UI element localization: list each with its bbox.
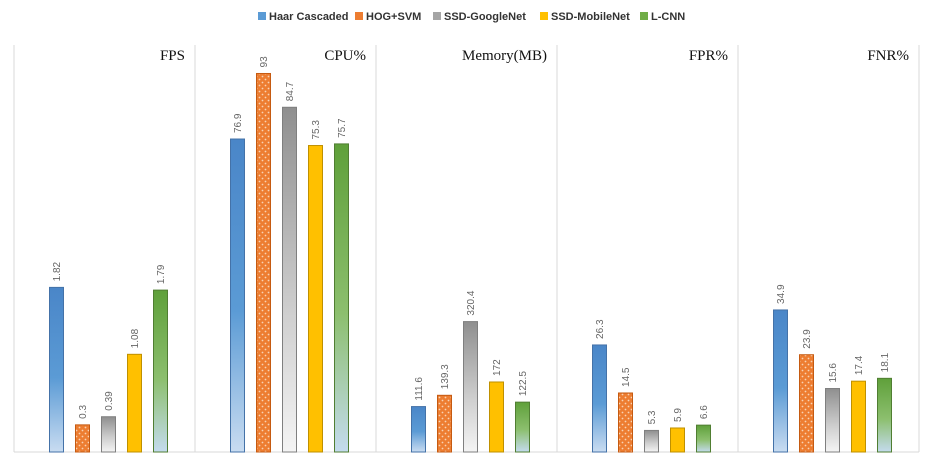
data-label: 14.5	[621, 367, 632, 387]
data-label: 93	[259, 56, 270, 68]
legend-swatch-ssd-mobilenet	[540, 12, 548, 20]
bar-fpr-ssd-googlenet	[644, 429, 659, 453]
legend-swatch-haar-cascaded	[258, 12, 266, 20]
bar-fps-ssd-mobilenet	[127, 353, 142, 453]
bar-fnr-ssd-googlenet	[825, 388, 840, 453]
panel-title: Memory(MB)	[462, 48, 547, 64]
data-label: 1.82	[52, 261, 63, 281]
data-label: 15.6	[828, 363, 839, 383]
bar-memory-mb-haar-cascaded	[411, 406, 426, 453]
bar-fps-hog-svm	[75, 424, 90, 453]
bar-cpu-l-cnn	[334, 143, 349, 453]
legend-label-l-cnn: L-CNN	[651, 11, 685, 23]
panels: FPS 1.82 0.3 0.39 1.08 1.79 CPU% 76.9 93 84.7 75.3…	[13, 45, 920, 453]
legend-label-ssd-googlenet: SSD-GoogleNet	[444, 11, 526, 23]
panel-fps: FPS 1.82 0.3 0.39 1.08 1.79	[49, 48, 185, 453]
data-label: 84.7	[285, 81, 296, 101]
data-label: 5.9	[673, 408, 684, 422]
bar-fpr-l-cnn	[696, 424, 711, 453]
data-label: 75.3	[311, 120, 322, 140]
legend-label-hog-svm: HOG+SVM	[366, 11, 421, 23]
bar-fps-haar-cascaded	[49, 286, 64, 453]
data-label: 23.9	[802, 329, 813, 349]
data-label: 122.5	[518, 371, 529, 396]
data-label: 139.3	[440, 364, 451, 389]
bar-fps-l-cnn	[153, 289, 168, 453]
legend: Haar Cascaded HOG+SVM SSD-GoogleNet SSD-Mob…	[258, 11, 685, 23]
bar-memory-mb-hog-svm	[437, 394, 452, 453]
panel-fpr: FPR% 26.3 14.5 5.3 5.9 6.6	[592, 48, 728, 453]
data-label: 26.3	[595, 319, 606, 339]
legend-swatch-l-cnn	[640, 12, 648, 20]
panel-title: CPU%	[324, 48, 366, 64]
bar-cpu-haar-cascaded	[230, 138, 245, 453]
legend-swatch-hog-svm	[355, 12, 363, 20]
bar-memory-mb-ssd-mobilenet	[489, 381, 504, 453]
data-label: 1.79	[156, 264, 167, 284]
bar-fpr-haar-cascaded	[592, 344, 607, 453]
data-label: 17.4	[854, 355, 865, 375]
data-label: 111.6	[414, 377, 425, 401]
data-label: 18.1	[880, 352, 891, 372]
bar-fnr-hog-svm	[799, 354, 814, 453]
bar-fnr-ssd-mobilenet	[851, 380, 866, 453]
bar-memory-mb-l-cnn	[515, 401, 530, 453]
bar-fpr-hog-svm	[618, 392, 633, 453]
data-label: 0.39	[104, 391, 115, 411]
data-label: 320.4	[466, 290, 477, 315]
panel-title: FNR%	[867, 48, 909, 64]
panel-fnr: FNR% 34.9 23.9 15.6 17.4 18.1	[773, 48, 909, 453]
legend-swatch-ssd-googlenet	[433, 12, 441, 20]
data-label: 5.3	[647, 410, 658, 424]
panel-title: FPR%	[689, 48, 728, 64]
data-label: 172	[492, 359, 503, 376]
panel-title: FPS	[160, 48, 185, 64]
data-label: 34.9	[776, 284, 787, 304]
bar-cpu-hog-svm	[256, 72, 271, 453]
bar-fpr-ssd-mobilenet	[670, 427, 685, 453]
bar-cpu-ssd-mobilenet	[308, 145, 323, 453]
bar-fnr-haar-cascaded	[773, 309, 788, 453]
bar-memory-mb-ssd-googlenet	[463, 321, 478, 453]
data-label: 75.7	[337, 118, 348, 138]
bar-cpu-ssd-googlenet	[282, 106, 297, 453]
data-label: 0.3	[78, 405, 89, 419]
bar-fnr-l-cnn	[877, 377, 892, 453]
legend-label-ssd-mobilenet: SSD-MobileNet	[551, 11, 630, 23]
data-label: 76.9	[233, 113, 244, 133]
data-label: 6.6	[699, 405, 710, 419]
panel-cpu: CPU% 76.9 93 84.7 75.3 75.7	[230, 48, 366, 453]
panel-memory-mb: Memory(MB) 111.6 139.3 320.4 172 122.5	[411, 48, 547, 453]
bar-fps-ssd-googlenet	[101, 416, 116, 453]
legend-label-haar-cascaded: Haar Cascaded	[269, 11, 349, 23]
data-label: 1.08	[130, 328, 141, 348]
